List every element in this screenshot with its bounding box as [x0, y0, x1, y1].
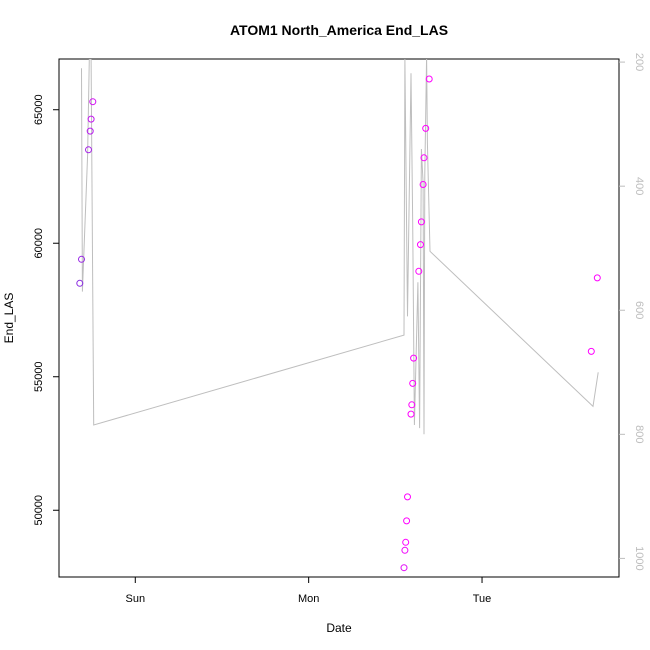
- data-point: [78, 255, 85, 263]
- data-point: [87, 115, 95, 123]
- x-tick-label: Sun: [125, 593, 145, 605]
- y-tick-label: 50000: [33, 495, 45, 526]
- data-point: [587, 347, 595, 355]
- data-point: [403, 517, 411, 525]
- y-tick-label: 65000: [33, 94, 45, 125]
- chart-title: ATOM1 North_America End_LAS: [230, 22, 448, 38]
- data-point: [408, 401, 416, 409]
- data-point: [415, 267, 423, 275]
- data-point: [419, 181, 427, 188]
- data-point: [593, 274, 601, 282]
- y-tick-label: 55000: [33, 361, 45, 392]
- data-point: [420, 154, 428, 162]
- data-point: [85, 146, 92, 154]
- data-point: [407, 410, 415, 418]
- data-point: [417, 241, 424, 249]
- data-point: [422, 124, 430, 132]
- y2-tick-label: 800: [633, 425, 645, 443]
- series-line: [81, 59, 599, 435]
- data-point: [400, 564, 408, 572]
- data-point: [89, 98, 97, 106]
- data-point: [410, 354, 418, 362]
- data-point: [404, 493, 411, 501]
- data-point: [409, 379, 417, 387]
- data-point: [425, 75, 433, 83]
- x-tick-label: Mon: [298, 593, 319, 605]
- y-axis-title: End_LAS: [2, 293, 16, 344]
- x-axis-title: Date: [326, 621, 352, 635]
- data-point: [76, 279, 84, 287]
- plot-marks: Sun Mon Tue 50000 55000 60000 65000 200 400 600 80…: [33, 53, 645, 605]
- y2-tick-label: 400: [633, 177, 645, 195]
- data-point: [402, 538, 410, 546]
- x-tick-label: Tue: [473, 593, 492, 605]
- y2-tick-label: 1000: [633, 546, 645, 570]
- y2-tick-label: 600: [633, 301, 645, 319]
- data-point: [401, 546, 409, 554]
- data-point: [86, 127, 94, 135]
- data-point: [417, 218, 425, 226]
- y2-tick-label: 200: [633, 53, 645, 71]
- plot-frame: [58, 58, 620, 578]
- y-tick-label: 60000: [33, 228, 45, 259]
